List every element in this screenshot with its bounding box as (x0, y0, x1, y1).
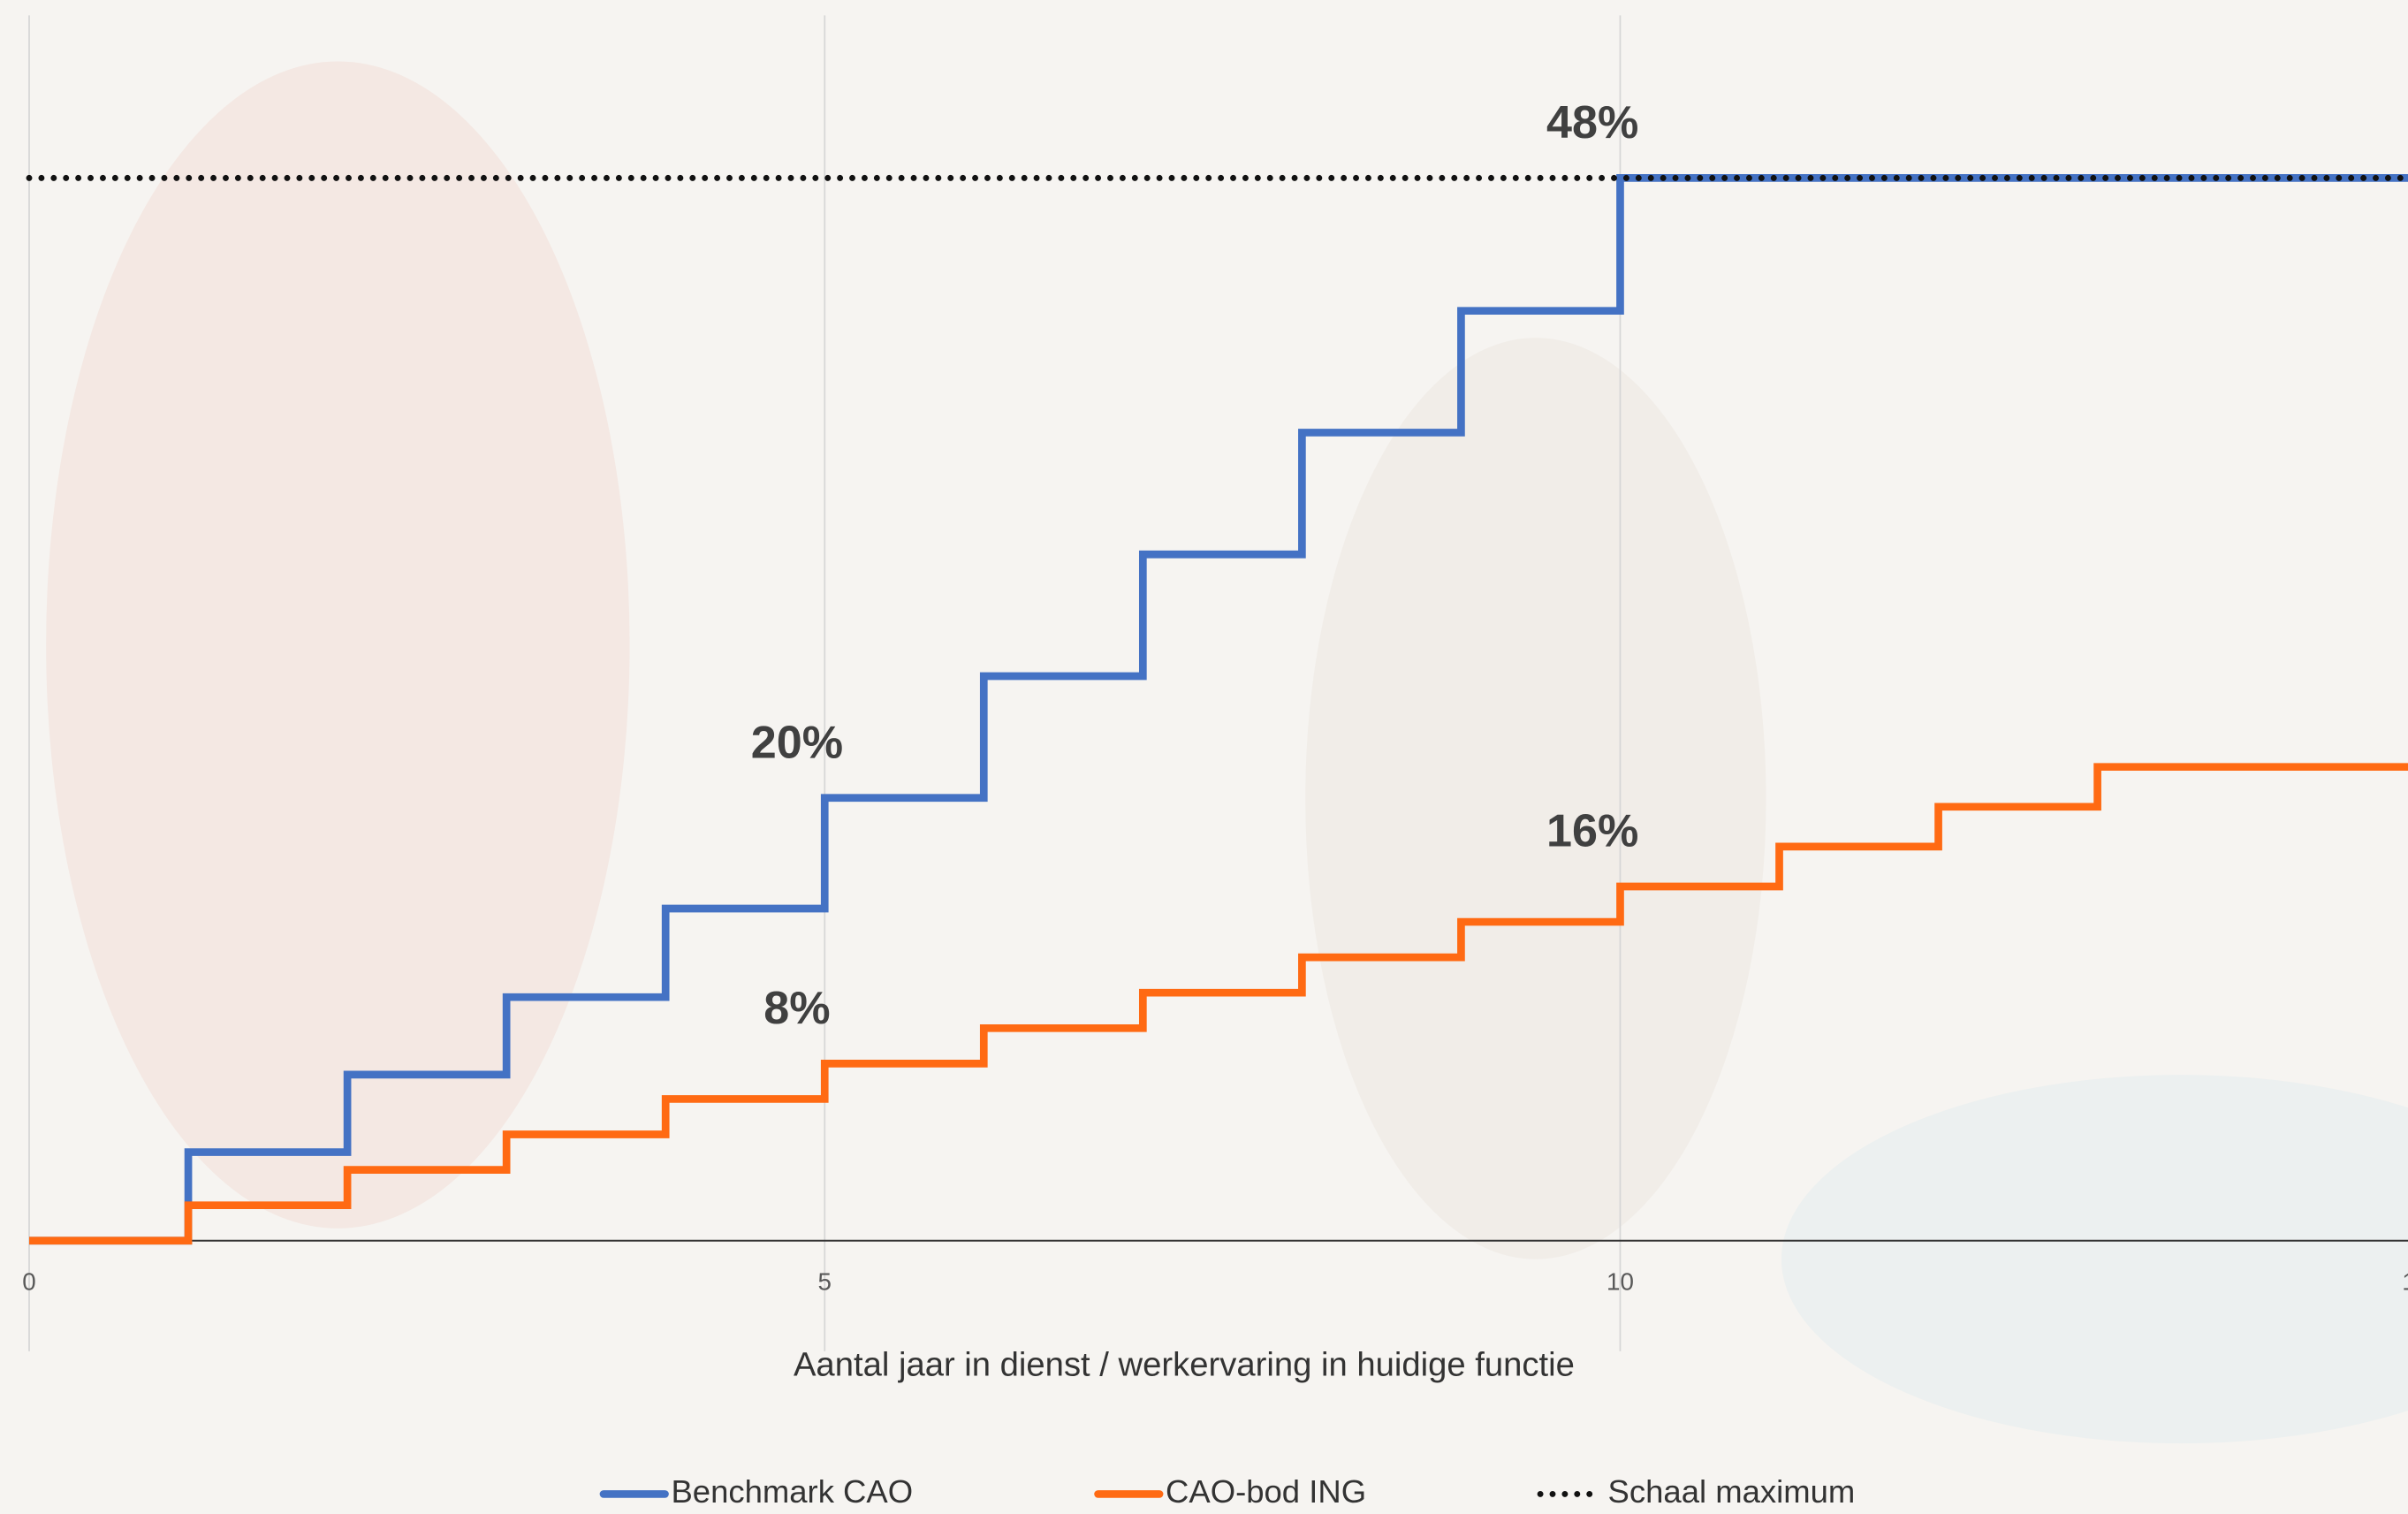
x-tick-label: 5 (818, 1268, 832, 1296)
legend-label: Schaal maximum (1608, 1473, 1856, 1510)
series-line (29, 763, 2408, 1245)
legend-label: CAO-bod ING (1166, 1473, 1366, 1510)
background-drawing (1781, 1075, 2408, 1444)
x-tick-label: 15 (2402, 1268, 2408, 1296)
series-line (29, 174, 2408, 1245)
background-drawing (1305, 338, 1766, 1259)
data-label: 48% (1546, 97, 1638, 148)
background-drawing (46, 61, 630, 1229)
data-label: 20% (751, 717, 843, 768)
x-tick-label: 10 (1607, 1268, 1634, 1296)
data-label: 16% (1546, 806, 1638, 857)
legend-label: Benchmark CAO (671, 1473, 913, 1510)
plot: 20% 48% 8% 16% (26, 97, 2408, 1245)
legend: Benchmark CAO CAO-bod ING Schaal maximum (599, 1473, 1856, 1510)
x-axis-title: Aantal jaar in dienst / werkervaring in … (794, 1345, 1575, 1383)
x-tick-label: 0 (22, 1268, 35, 1296)
data-label: 8% (763, 983, 830, 1034)
